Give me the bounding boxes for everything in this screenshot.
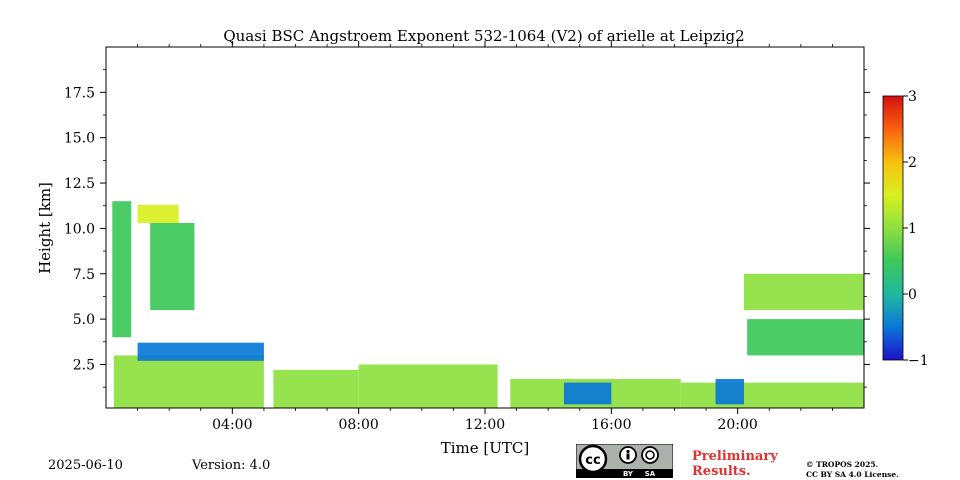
y-tick-label: 15.0 [64,131,95,147]
cc-icon [578,444,608,474]
colorbar-tick-label: 1 [908,221,917,237]
x-tick-label: 20:00 [717,417,757,433]
chart-title: Quasi BSC Angstroem Exponent 532-1064 (V… [223,27,744,45]
sa-label: SA [645,470,656,478]
y-tick-label: 10.0 [64,221,95,237]
heatmap-cells [112,201,864,408]
copyright-notice: © TROPOS 2025. CC BY SA 4.0 License. [806,460,899,480]
colorbar-ticks: −1 0 1 2 3 [903,89,929,369]
heatmap-region-afternoon-low-values [563,382,612,405]
y-tick-label: 7.5 [73,267,95,283]
heatmap-region-evening-lower-band [747,319,864,356]
y-tick-label: 2.5 [73,357,95,373]
version-label: Version: 4.0 [192,458,271,473]
y-axis-label: Height [km] [36,182,54,274]
heatmap-region-residual-layer-top [137,342,264,361]
preliminary-line-2: Results. [692,464,751,479]
colorbar-tick-label: 3 [908,89,917,105]
heatmap-region-evening-layer [680,382,864,408]
x-tick-label: 12:00 [465,417,505,433]
heatmap-region-evening-low-values [715,378,744,405]
by-label: BY [623,470,634,478]
heatmap-region-cirrus-fall-streak [150,222,195,311]
plot-area [105,46,865,409]
copyright-line-1: © TROPOS 2025. [806,460,879,469]
colorbar-gradient [882,95,904,361]
colorbar-tick-label: 2 [908,155,917,171]
heatmap-region-boundary-layer-night [113,355,264,408]
x-axis-label: Time [UTC] [441,439,530,457]
x-tick-label: 04:00 [212,417,252,433]
y-axis-ticks: 2.5 5.0 7.5 10.0 12.5 15.0 17.5 [64,69,870,388]
heatmap-region-boundary-layer-midday [358,364,498,408]
heatmap-region-night-aerosol-column [112,201,132,338]
heatmap-region-boundary-layer-morning [273,369,359,408]
copyright-line-2: CC BY SA 4.0 License. [806,470,899,479]
heatmap-region-evening-aerosol-layer [743,273,864,311]
colorbar: −1 0 1 2 3 [882,89,929,369]
cc-icon-text: cc [585,453,600,468]
y-tick-label: 17.5 [64,85,95,101]
preliminary-line-1: Preliminary [692,449,778,464]
cc-by-sa-badge: cc BY SA [576,444,673,478]
date-label: 2025-06-10 [48,458,123,473]
x-tick-label: 16:00 [591,417,631,433]
x-tick-label: 08:00 [338,417,378,433]
preliminary-notice: Preliminary Results. [692,449,778,479]
sa-icon [641,446,659,464]
colorbar-tick-label: 0 [908,287,917,303]
y-tick-label: 12.5 [64,176,95,192]
heatmap-region-cirrus-upper-layer [137,204,179,223]
x-axis-ticks: 04:00 08:00 12:00 16:00 20:00 [137,41,833,433]
y-tick-label: 5.0 [73,312,95,328]
colorbar-tick-label: −1 [908,353,929,369]
